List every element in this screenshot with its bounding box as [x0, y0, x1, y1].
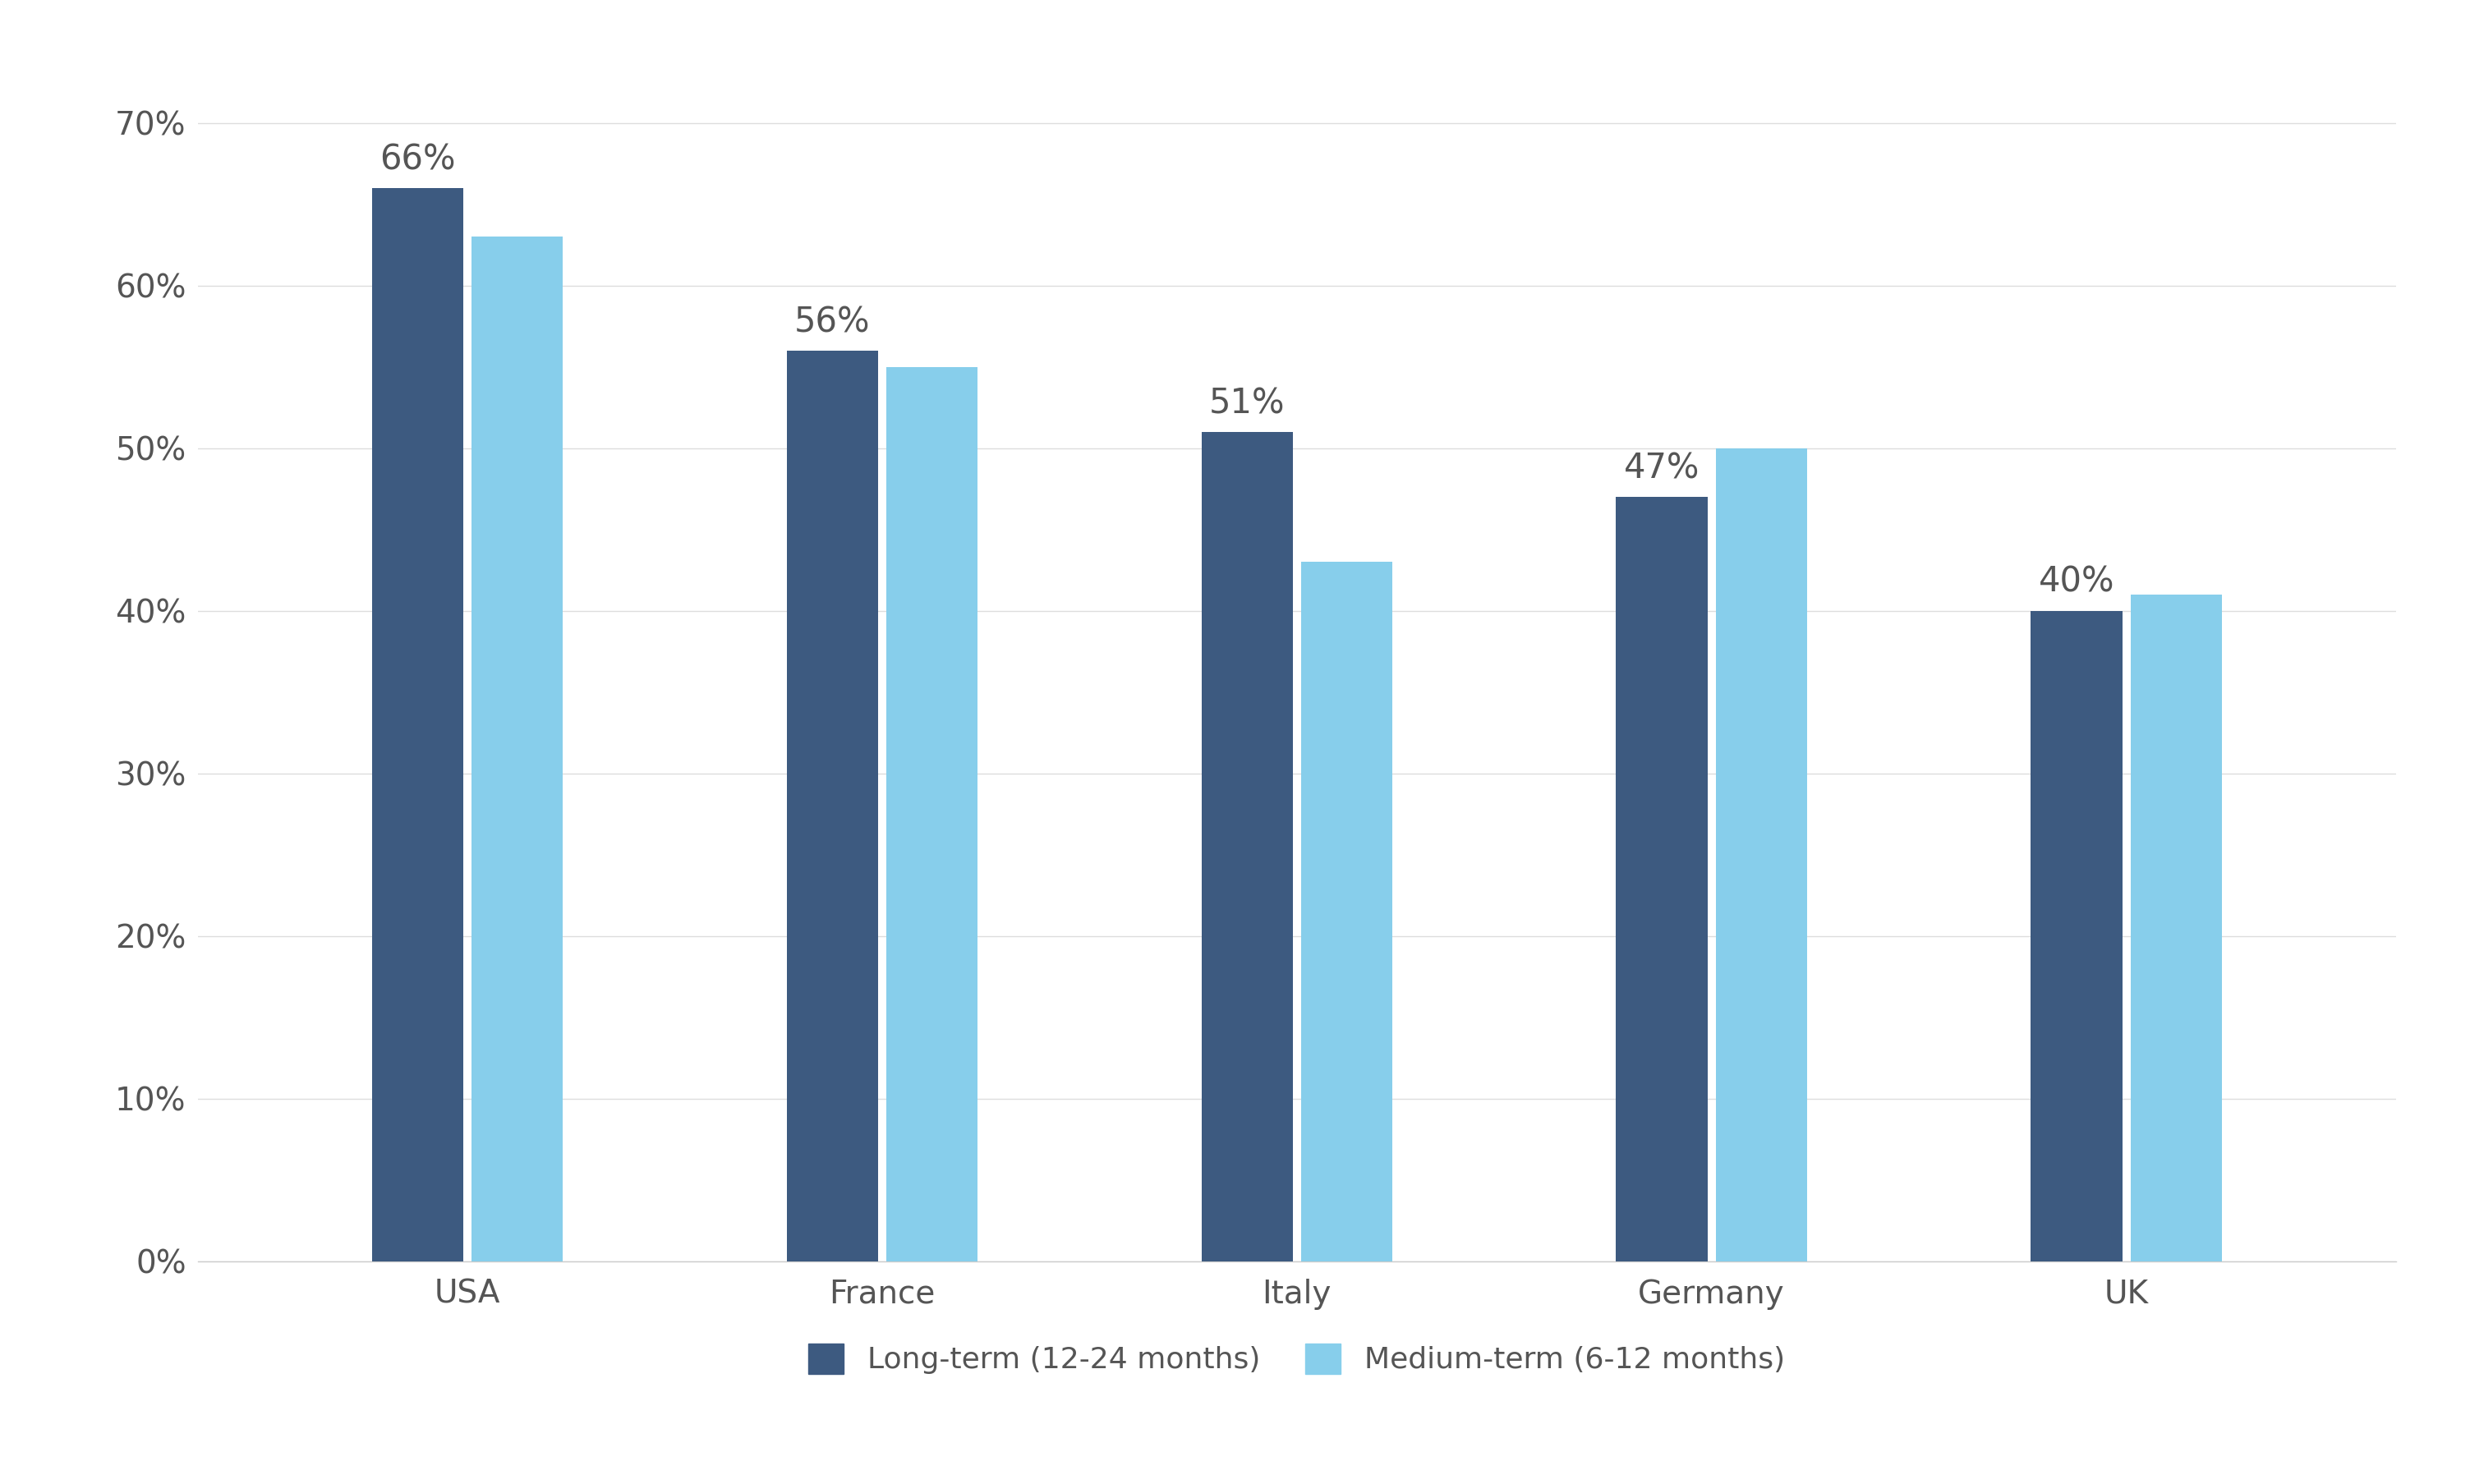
Bar — [2132, 595, 2221, 1261]
Text: 66%: 66% — [380, 142, 454, 177]
Bar — [1200, 432, 1292, 1261]
Text: 51%: 51% — [1208, 386, 1284, 420]
Bar — [1615, 497, 1707, 1261]
Bar — [1302, 562, 1393, 1261]
Bar — [1717, 448, 1808, 1261]
Text: 47%: 47% — [1623, 451, 1699, 485]
Bar — [887, 367, 978, 1261]
Text: 40%: 40% — [2038, 565, 2114, 600]
Bar — [785, 350, 877, 1261]
Bar — [373, 188, 462, 1261]
Legend: Long-term (12-24 months), Medium-term (6-12 months): Long-term (12-24 months), Medium-term (6… — [793, 1328, 1801, 1389]
Bar — [2030, 611, 2122, 1261]
Text: 56%: 56% — [795, 304, 869, 340]
Bar — [472, 237, 563, 1261]
